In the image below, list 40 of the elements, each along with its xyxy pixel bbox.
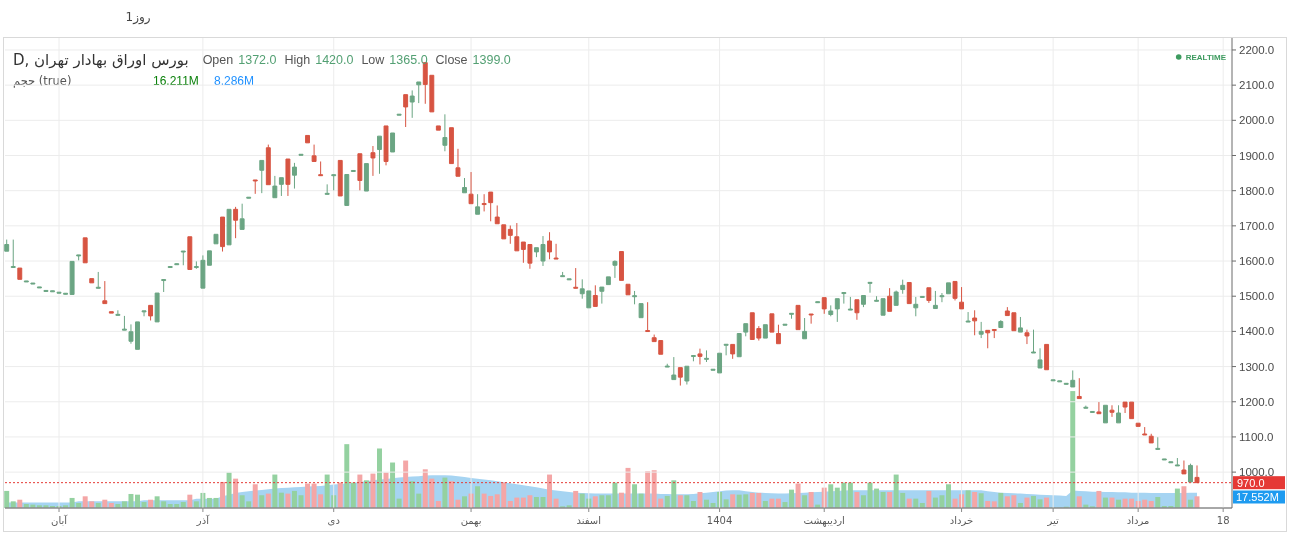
x-tick-label: اسفند	[576, 514, 602, 526]
annotation: Low	[361, 53, 386, 67]
text: D, بورس اوراق بهادار تهران	[13, 51, 189, 69]
x-tick-label: آذر	[195, 513, 211, 526]
x-tick-label: بهمن	[460, 514, 482, 527]
y-tick-label: 1100.0	[1239, 430, 1274, 443]
x-tick-label: 1404	[706, 514, 733, 526]
y-tick-label: 1000.0	[1239, 466, 1275, 479]
y-tick-label: 1300.0	[1239, 360, 1275, 373]
text: 1روز	[125, 10, 151, 25]
annotation: 16.211M	[153, 74, 199, 88]
x-tick-label: دی	[327, 514, 340, 526]
x-tick-label: 18	[1216, 514, 1230, 526]
annotation: Open	[202, 53, 234, 67]
y-tick-label: 1200.0	[1239, 395, 1275, 408]
annotation: Close	[435, 53, 468, 67]
y-tick-label: 2200.0	[1239, 43, 1275, 56]
chart-title: حجم (true)	[13, 74, 72, 88]
y-tick-label: 1800.0	[1239, 184, 1275, 197]
annotation: 1420.0	[315, 53, 354, 67]
annotation: 1372.0	[238, 53, 277, 67]
y-tick-label: 1500.0	[1239, 290, 1275, 303]
x-tick-label: اردیبهشت	[803, 514, 845, 527]
annotation: 8.286M	[214, 74, 255, 88]
annotation: REALTIME	[1185, 52, 1227, 62]
text: 17.552M	[1236, 491, 1279, 503]
y-tick-label: 1700.0	[1239, 219, 1275, 232]
annotation: 1365.0	[389, 53, 428, 67]
y-tick-label: 1600.0	[1239, 255, 1275, 268]
annotation: High	[284, 53, 311, 67]
y-tick-label: 1900.0	[1239, 149, 1275, 162]
y-tick-label: 2000.0	[1239, 114, 1275, 127]
ref-line-label: 970.0	[1237, 476, 1265, 489]
x-tick-label: تیر	[1046, 514, 1059, 526]
x-tick-label: مرداد	[1126, 514, 1150, 526]
y-tick-label: 1400.0	[1239, 325, 1275, 338]
y-tick-label: 2100.0	[1239, 79, 1275, 92]
x-tick-label: خرداد	[949, 514, 974, 526]
annotation: 1399.0	[472, 53, 511, 67]
x-tick-label: آبان	[51, 513, 69, 526]
